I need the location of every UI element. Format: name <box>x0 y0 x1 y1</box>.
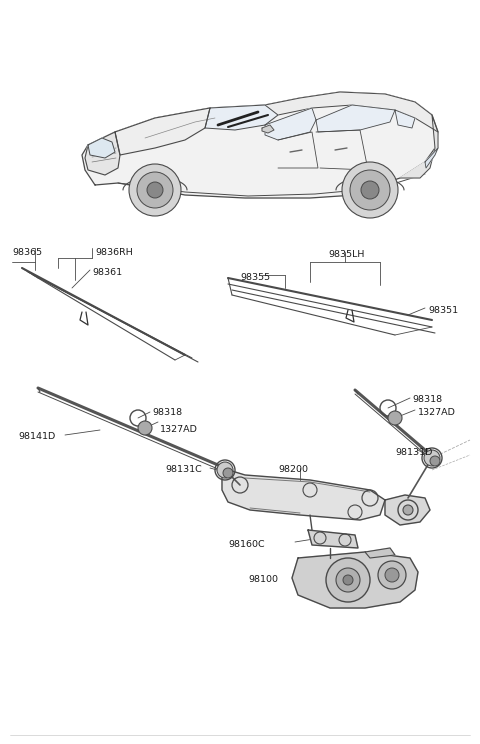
Circle shape <box>217 462 233 478</box>
Circle shape <box>430 456 440 466</box>
Circle shape <box>424 450 440 466</box>
Text: 98131D: 98131D <box>395 448 432 457</box>
Polygon shape <box>265 92 438 132</box>
Text: 98100: 98100 <box>248 575 278 584</box>
Polygon shape <box>205 105 278 130</box>
Text: 98365: 98365 <box>12 248 42 257</box>
Circle shape <box>361 181 379 199</box>
Text: 98131C: 98131C <box>165 465 202 474</box>
Circle shape <box>129 164 181 216</box>
Circle shape <box>378 561 406 589</box>
Circle shape <box>336 568 360 592</box>
Circle shape <box>350 170 390 210</box>
Polygon shape <box>88 138 115 158</box>
Text: 98351: 98351 <box>428 306 458 315</box>
Circle shape <box>138 421 152 435</box>
Polygon shape <box>85 132 120 175</box>
Polygon shape <box>365 548 395 558</box>
Polygon shape <box>425 148 438 168</box>
Text: 98318: 98318 <box>152 408 182 417</box>
Polygon shape <box>308 530 358 548</box>
Polygon shape <box>385 495 430 525</box>
Polygon shape <box>82 92 438 198</box>
Polygon shape <box>265 108 316 140</box>
Circle shape <box>385 568 399 582</box>
Text: 1327AD: 1327AD <box>160 425 198 434</box>
Circle shape <box>326 558 370 602</box>
Circle shape <box>137 172 173 208</box>
Text: 98141D: 98141D <box>18 432 55 441</box>
Circle shape <box>223 468 233 478</box>
Text: 1327AD: 1327AD <box>418 408 456 417</box>
Text: 98361: 98361 <box>92 268 122 277</box>
Polygon shape <box>292 552 418 608</box>
Text: 98318: 98318 <box>412 395 442 404</box>
Circle shape <box>388 411 402 425</box>
Polygon shape <box>316 105 395 132</box>
Polygon shape <box>262 125 274 133</box>
Text: 98160C: 98160C <box>228 540 264 549</box>
Circle shape <box>403 505 413 515</box>
Polygon shape <box>400 115 438 178</box>
Text: 9836RH: 9836RH <box>95 248 133 257</box>
Circle shape <box>147 182 163 198</box>
Polygon shape <box>222 468 385 520</box>
Polygon shape <box>395 110 415 128</box>
Text: 9835LH: 9835LH <box>328 250 364 259</box>
Text: 98355: 98355 <box>240 273 270 282</box>
Circle shape <box>342 162 398 218</box>
Polygon shape <box>115 108 210 155</box>
Text: 98200: 98200 <box>278 465 308 474</box>
Circle shape <box>343 575 353 585</box>
